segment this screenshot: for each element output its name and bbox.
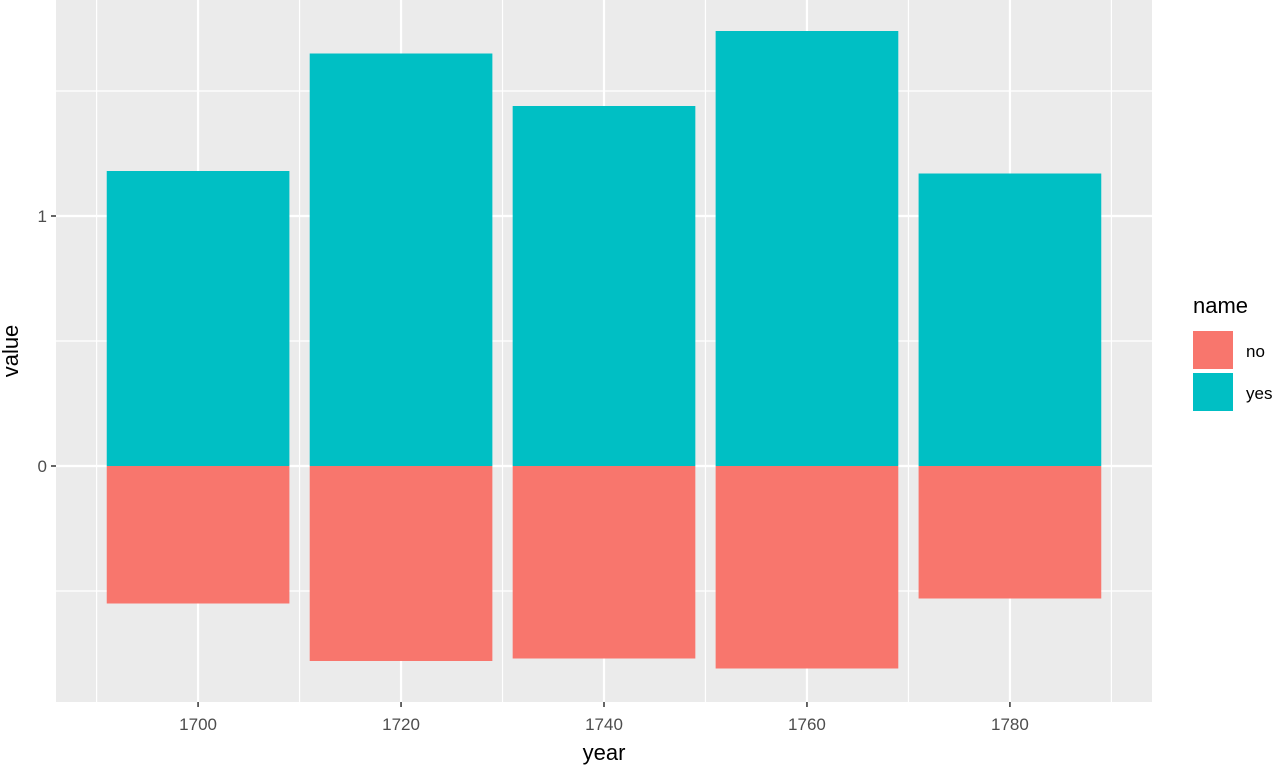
bar-no-1720: [309, 466, 493, 661]
legend-key-yes: [1193, 373, 1233, 411]
x-tick-label: 1760: [788, 715, 826, 734]
bar-yes-1760: [715, 31, 899, 466]
bar-yes-1740: [512, 106, 696, 466]
x-tick-label: 1700: [179, 715, 217, 734]
bar-no-1780: [918, 466, 1102, 599]
bar-no-1740: [512, 466, 696, 659]
legend-title: name: [1193, 293, 1248, 318]
bar-no-1760: [715, 466, 899, 669]
x-axis-title: year: [583, 740, 626, 765]
y-tick-label: 1: [38, 207, 47, 226]
legend-label-yes: yes: [1246, 384, 1272, 403]
x-tick-label: 1780: [991, 715, 1029, 734]
y-tick-label: 0: [38, 457, 47, 476]
bar-no-1700: [106, 466, 290, 604]
legend-label-no: no: [1246, 342, 1265, 361]
bars: [106, 31, 1102, 669]
legend-key-no: [1193, 331, 1233, 369]
bar-yes-1700: [106, 171, 290, 466]
bar-yes-1780: [918, 173, 1102, 466]
y-axis-title: value: [0, 325, 23, 378]
x-tick-label: 1720: [382, 715, 420, 734]
x-tick-label: 1740: [585, 715, 623, 734]
legend: name no yes: [1193, 293, 1272, 411]
x-axis: 1700 1720 1740 1760 1780: [179, 702, 1029, 734]
y-axis: 01: [38, 207, 56, 476]
bar-yes-1720: [309, 53, 493, 466]
